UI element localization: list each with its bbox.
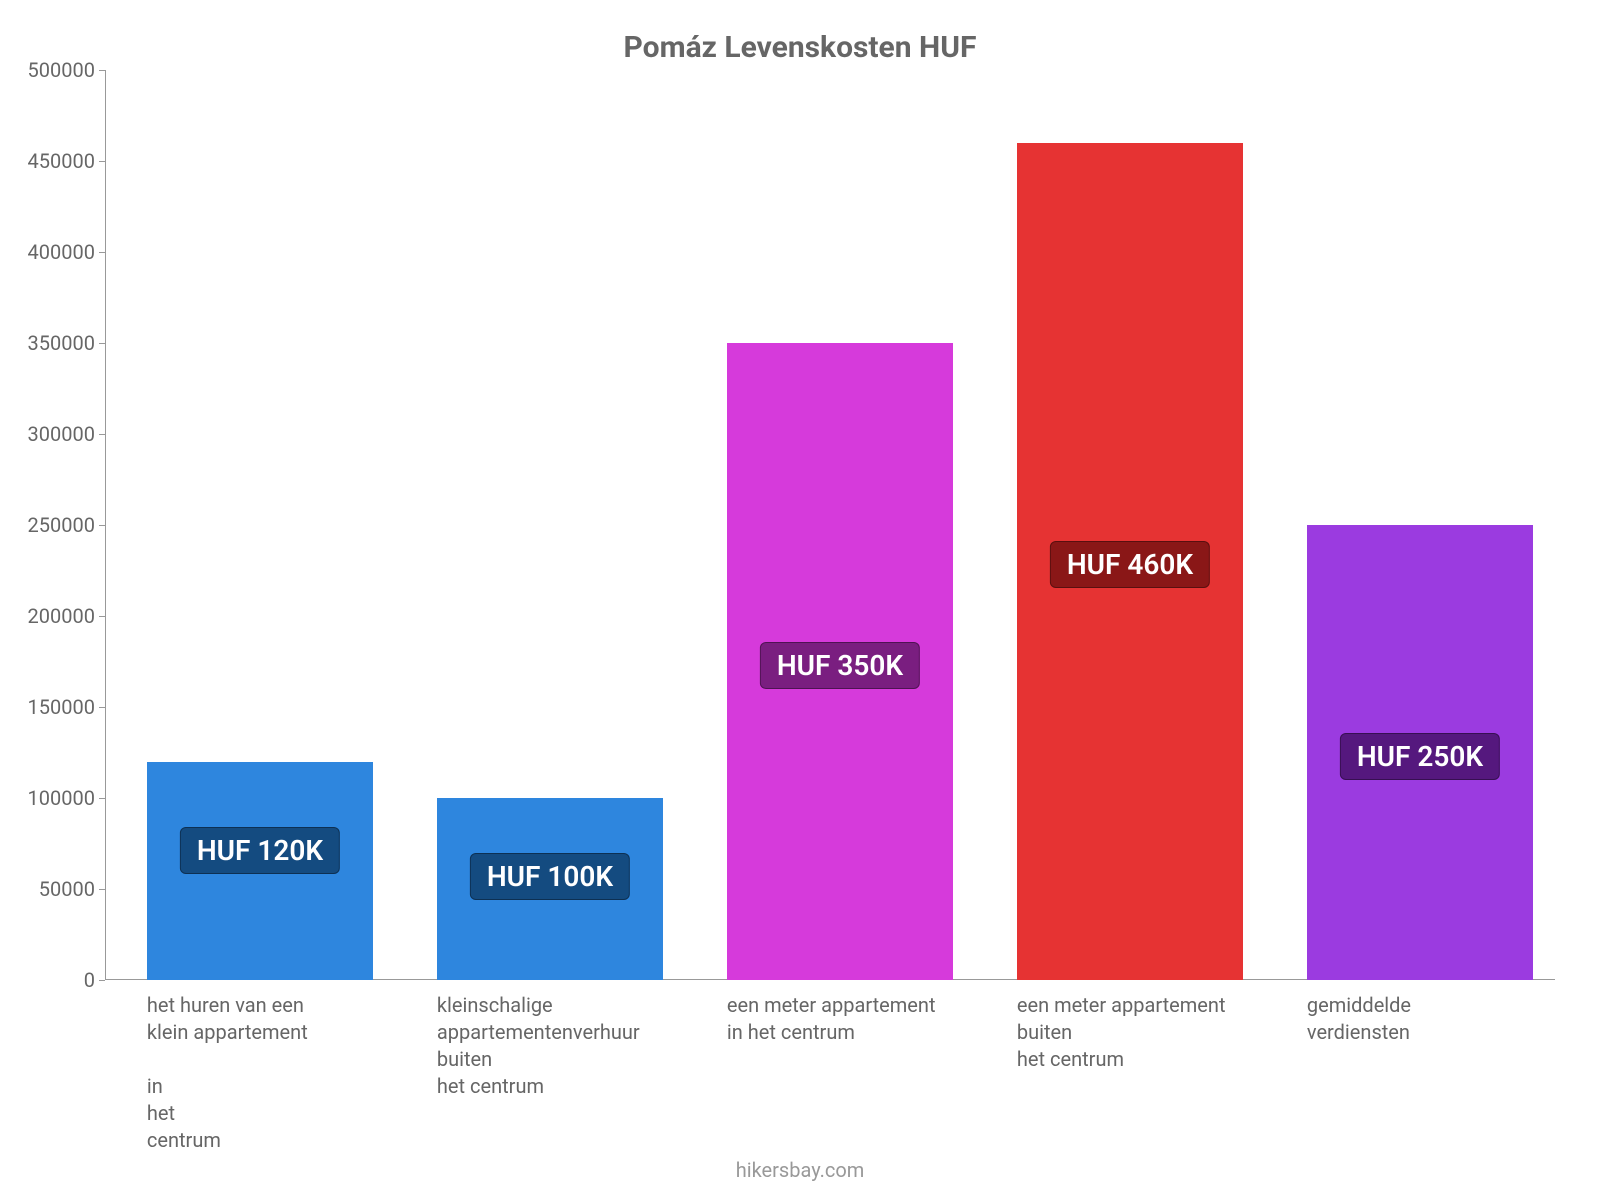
y-tick-mark — [99, 434, 105, 435]
bar: HUF 250K — [1307, 525, 1533, 980]
y-tick-mark — [99, 980, 105, 981]
y-tick-mark — [99, 252, 105, 253]
y-tick-label: 250000 — [28, 513, 95, 537]
bars-group: HUF 120K HUF 100K HUF 350K HUF 460K HUF 250K — [105, 70, 1555, 980]
x-category-label: een meter appartement in het centrum — [727, 992, 953, 1046]
bar-value-badge: HUF 460K — [1050, 541, 1210, 588]
y-tick-label: 450000 — [28, 149, 95, 173]
y-tick-mark — [99, 70, 105, 71]
bar: HUF 350K — [727, 343, 953, 980]
y-tick-mark — [99, 525, 105, 526]
y-tick-mark — [99, 616, 105, 617]
y-tick-label: 350000 — [28, 331, 95, 355]
x-category-label: een meter appartement buiten het centrum — [1017, 992, 1243, 1073]
bar: HUF 100K — [437, 798, 663, 980]
y-tick-mark — [99, 161, 105, 162]
y-tick-label: 0 — [84, 968, 95, 992]
y-tick-label: 400000 — [28, 240, 95, 264]
y-tick-label: 50000 — [39, 877, 95, 901]
y-tick-mark — [99, 798, 105, 799]
bar-value-badge: HUF 120K — [180, 827, 340, 874]
cost-of-living-chart: Pomáz Levenskosten HUF HUF 120KHUF 100KH… — [0, 0, 1600, 1200]
x-category-label: kleinschalige appartementenverhuur buite… — [437, 992, 663, 1100]
chart-title: Pomáz Levenskosten HUF — [0, 30, 1600, 65]
attribution: hikersbay.com — [0, 1158, 1600, 1182]
bar-value-badge: HUF 350K — [760, 642, 920, 689]
bar: HUF 120K — [147, 762, 373, 980]
bar-value-badge: HUF 100K — [470, 853, 630, 900]
y-tick-label: 300000 — [28, 422, 95, 446]
y-tick-label: 150000 — [28, 695, 95, 719]
y-tick-mark — [99, 343, 105, 344]
x-category-label: het huren van een klein appartement in h… — [147, 992, 373, 1154]
y-tick-label: 100000 — [28, 786, 95, 810]
y-tick-label: 200000 — [28, 604, 95, 628]
y-tick-label: 500000 — [28, 58, 95, 82]
y-tick-mark — [99, 889, 105, 890]
x-category-label: gemiddelde verdiensten — [1307, 992, 1533, 1046]
bar-value-badge: HUF 250K — [1340, 733, 1500, 780]
plot-area: HUF 120K HUF 100K HUF 350K HUF 460K HUF 250K… — [105, 70, 1555, 980]
y-tick-mark — [99, 707, 105, 708]
bar: HUF 460K — [1017, 143, 1243, 980]
